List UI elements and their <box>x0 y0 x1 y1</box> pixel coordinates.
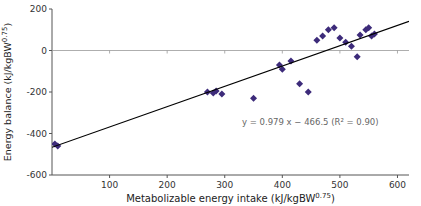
scatter-point <box>319 32 326 39</box>
y-tick <box>49 92 52 93</box>
y-tick-label: -400 <box>27 129 48 139</box>
zero-line <box>52 50 409 51</box>
x-tick <box>397 175 398 178</box>
y-tick <box>49 9 52 10</box>
scatter-point <box>331 24 338 31</box>
plot-area <box>52 21 409 149</box>
y-tick <box>49 133 52 134</box>
regression-line <box>52 21 409 147</box>
x-tick <box>109 175 110 178</box>
scatter-point <box>325 26 332 33</box>
scatter-point <box>250 95 257 102</box>
x-tick-label: 500 <box>331 180 348 190</box>
y-tick <box>49 175 52 176</box>
zero-line-tick <box>339 51 340 54</box>
scatter-point <box>296 80 303 87</box>
zero-line-tick <box>167 51 168 54</box>
scatter-point <box>365 24 372 31</box>
x-tick <box>224 175 225 178</box>
y-tick-label: -600 <box>27 170 48 180</box>
zero-line-tick <box>109 51 110 54</box>
scatter-point <box>354 53 361 60</box>
scatter-point <box>336 35 343 42</box>
y-tick-label: 0 <box>41 46 47 56</box>
scatter-point <box>348 43 355 50</box>
x-tick-label: 200 <box>159 180 176 190</box>
x-axis-line <box>52 175 409 176</box>
y-tick-label: -200 <box>27 87 48 97</box>
zero-line-tick <box>282 51 283 54</box>
x-tick <box>339 175 340 178</box>
scatter-point <box>218 91 225 98</box>
x-tick-label: 600 <box>389 180 406 190</box>
y-tick-label: 200 <box>30 4 47 14</box>
y-tick <box>49 50 52 51</box>
x-tick <box>167 175 168 178</box>
scatter-point <box>305 89 312 96</box>
chart: 100 200 300 400 500 600 -600 -400 -200 0 200 Metabo… <box>0 0 421 206</box>
equation-annotation: y = 0.979 x − 466.5 (R² = 0.90) <box>242 117 379 127</box>
x-tick-label: 300 <box>216 180 233 190</box>
y-axis-label: Energy balance (kJ/kgBW0.75) <box>1 23 13 161</box>
scatter-point <box>313 37 320 44</box>
x-tick-label: 100 <box>101 180 118 190</box>
zero-line-tick <box>397 51 398 54</box>
zero-line-tick <box>224 51 225 54</box>
x-axis-label: Metabolizable energy intake (kJ/kgBW0.75… <box>126 192 335 204</box>
x-tick-label: 400 <box>274 180 291 190</box>
x-tick <box>282 175 283 178</box>
